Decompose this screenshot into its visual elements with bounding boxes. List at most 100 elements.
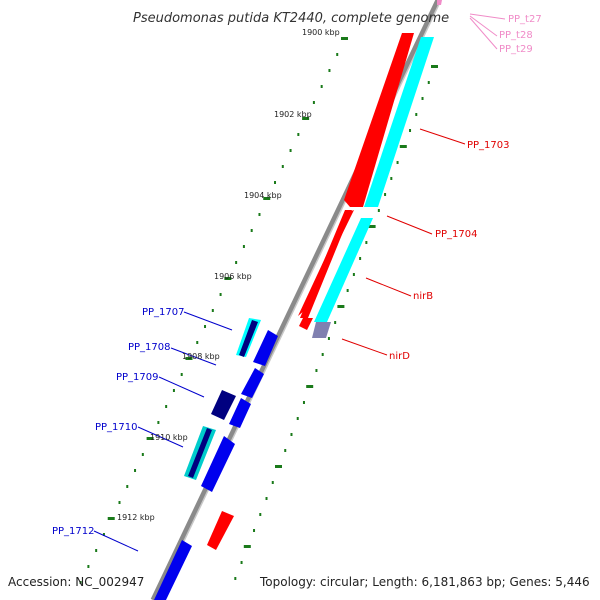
small-gene-feature [207, 511, 234, 550]
scale-tick [271, 481, 274, 484]
scale-tick [396, 161, 399, 164]
scale-tick [95, 549, 98, 552]
scale-tick [118, 501, 121, 504]
scale-tick [328, 69, 331, 72]
scale-tick [102, 533, 105, 536]
scale-tick-major [302, 117, 310, 120]
scale-tick [180, 373, 183, 376]
scale-label: 1902 kbp [274, 110, 312, 119]
gene-feature-pp1711 [201, 436, 235, 492]
gene-label: PP_1703 [467, 140, 510, 151]
gene-label: PP_t28 [499, 30, 533, 41]
gene-label: PP_1708 [128, 342, 171, 353]
scale-tick [302, 401, 305, 404]
scale-tick [384, 193, 387, 196]
gene-label: PP_1704 [435, 229, 478, 240]
scale-tick-major [224, 277, 232, 280]
scale-label: 1912 kbp [117, 513, 155, 522]
scale-tick [334, 321, 337, 324]
gene-label: PP_1709 [116, 372, 159, 383]
scale-tick [165, 405, 168, 408]
scale-tick [274, 181, 277, 184]
reverse-features [154, 318, 278, 600]
scale-tick [312, 101, 315, 104]
scale-tick [79, 581, 82, 584]
scale-tick [234, 577, 237, 580]
scale-label: 1910 kbp [150, 433, 188, 442]
scale-tick-major [263, 197, 271, 200]
scale-tick [421, 97, 424, 100]
gene-label: PP_1710 [95, 422, 138, 433]
scale-tick [327, 337, 330, 340]
scale-tick [377, 209, 380, 212]
scale-tick [390, 177, 393, 180]
gene-label: PP_1707 [142, 307, 185, 318]
cds-feature-pp1703 [364, 37, 434, 207]
scale-tick [284, 449, 287, 452]
scale-tick [415, 113, 418, 116]
scale-tick [240, 561, 243, 564]
scale-tick [87, 565, 90, 568]
gene-feature-pp1709c [229, 398, 251, 428]
forward-features [207, 0, 442, 550]
scale-tick [172, 389, 175, 392]
topology-text: Topology: circular; Length: 6,181,863 bp… [259, 575, 590, 589]
scale-tick [321, 353, 324, 356]
scale-tick [365, 241, 368, 244]
scale-tick [427, 81, 430, 84]
gene-feature-pp1712 [154, 540, 192, 600]
scale-tick-major [146, 437, 154, 440]
gene-label: nirD [389, 351, 410, 362]
scale-tick [204, 325, 207, 328]
scale-tick [235, 261, 238, 264]
scale-tick [211, 309, 214, 312]
scale-tick [290, 433, 293, 436]
label-leader-lines [93, 13, 506, 552]
gene-feature-pp1703 [344, 33, 414, 207]
scale-ticks [79, 37, 438, 584]
scale-tick [126, 485, 129, 488]
accession-text: Accession: NC_002947 [8, 575, 144, 589]
scale-tick-major [341, 37, 348, 40]
scale-tick [196, 341, 199, 344]
map-title: Pseudomonas putida KT2440, complete geno… [133, 11, 449, 26]
scale-tick-major [337, 305, 345, 308]
scale-tick [296, 417, 299, 420]
scale-tick-major [243, 545, 251, 548]
scale-tick [297, 133, 300, 136]
scale-tick [352, 273, 355, 276]
scale-tick [253, 529, 256, 532]
scale-tick-major [368, 225, 376, 228]
gene-label: nirB [413, 291, 433, 302]
gene-feature-pp1708 [253, 330, 278, 366]
scale-tick-major [431, 65, 438, 68]
gene-feature-pp1707 [239, 320, 258, 357]
gene-feature-pp1709a [241, 368, 264, 398]
scale-tick [409, 129, 412, 132]
scale-tick [157, 421, 160, 424]
scale-tick [281, 165, 284, 168]
scale-tick [250, 229, 253, 232]
gene-feature-nirb [300, 210, 352, 318]
cds-feature-nirb [314, 218, 373, 322]
scale-tick-major [399, 145, 407, 148]
scale-label: 1900 kbp [302, 28, 340, 37]
scale-tick [320, 85, 323, 88]
scale-tick [242, 245, 245, 248]
gene-label: PP_1712 [52, 526, 95, 537]
scale-tick [359, 257, 362, 260]
trna-feature [437, 0, 442, 5]
scale-tick [289, 149, 292, 152]
scale-label: 1908 kbp [182, 352, 220, 361]
scale-tick [315, 369, 318, 372]
scale-tick [219, 293, 222, 296]
cds-feature-nird [312, 322, 331, 338]
scale-tick [259, 513, 262, 516]
scale-tick-major [107, 517, 115, 520]
gene-label: PP_t29 [499, 44, 533, 55]
scale-tick-major [185, 357, 193, 360]
scale-tick [336, 53, 339, 56]
gene-label: PP_t27 [508, 14, 542, 25]
scale-tick [258, 213, 261, 216]
scale-tick [141, 453, 144, 456]
